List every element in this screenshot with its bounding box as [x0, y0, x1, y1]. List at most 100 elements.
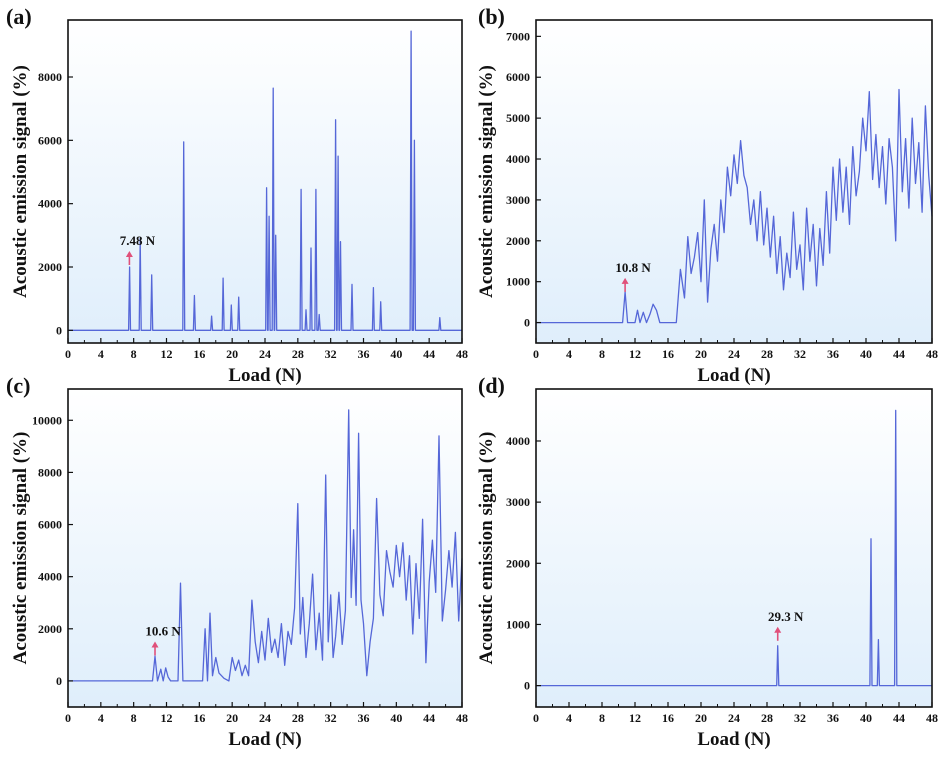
x-tick-label: 4	[98, 347, 104, 361]
x-tick-label: 28	[761, 347, 773, 361]
x-tick-label: 44	[423, 711, 435, 725]
series-line	[536, 409, 932, 687]
y-tick-label: 2000	[506, 556, 530, 570]
x-tick-label: 0	[533, 711, 539, 725]
x-tick-label: 8	[599, 347, 605, 361]
plot-area	[536, 20, 932, 343]
annotation-label: 10.8 N	[615, 260, 651, 275]
x-tick-label: 4	[566, 347, 572, 361]
series-line	[68, 409, 463, 682]
x-tick-label: 36	[358, 347, 370, 361]
y-tick-label: 4000	[38, 570, 62, 584]
y-tick-label: 3000	[506, 193, 530, 207]
annotation-arrowhead	[125, 251, 133, 257]
annotation-label: 10.6 N	[145, 623, 181, 638]
y-tick-label: 4000	[506, 152, 530, 166]
panel-label: (d)	[478, 373, 505, 398]
annotation-arrowhead	[151, 641, 159, 648]
series-line	[536, 88, 933, 324]
x-tick-label: 48	[456, 711, 468, 725]
x-tick-label: 4	[566, 711, 572, 725]
x-tick-label: 32	[325, 347, 337, 361]
panel-label: (b)	[478, 4, 505, 29]
annotation-arrowhead	[621, 277, 629, 284]
chart-panel-3: 0 4 8 12 16 20 24 28 32 36 40 44 4802000400060008000…	[6, 373, 468, 750]
x-tick-label: 0	[65, 711, 71, 725]
x-tick-label: 48	[456, 347, 468, 361]
y-tick-label: 6000	[38, 518, 62, 532]
x-tick-label: 36	[827, 711, 839, 725]
y-tick-label: 1000	[506, 617, 530, 631]
x-tick-label: 24	[259, 347, 271, 361]
x-tick-label: 16	[662, 711, 674, 725]
annotation-label: 7.48 N	[120, 233, 156, 248]
y-tick-label: 8000	[38, 465, 62, 479]
y-tick-label: 10000	[32, 413, 62, 427]
x-tick-label: 12	[161, 711, 173, 725]
panel-label: (a)	[6, 4, 32, 29]
x-axis-title: Load (N)	[697, 729, 770, 750]
x-tick-label: 8	[131, 711, 137, 725]
x-tick-label: 36	[358, 711, 370, 725]
x-tick-label: 48	[926, 347, 938, 361]
y-tick-label: 0	[56, 323, 62, 337]
y-tick-label: 4000	[38, 197, 62, 211]
x-tick-label: 32	[325, 711, 337, 725]
x-tick-label: 24	[728, 711, 740, 725]
x-axis-title: Load (N)	[228, 365, 301, 386]
y-axis-title: Acoustic emission signal (%)	[476, 432, 497, 665]
x-tick-label: 4	[98, 711, 104, 725]
x-tick-label: 24	[728, 347, 740, 361]
x-tick-label: 16	[662, 347, 674, 361]
x-tick-label: 32	[794, 347, 806, 361]
x-tick-label: 16	[193, 711, 205, 725]
y-tick-label: 1000	[506, 275, 530, 289]
x-tick-label: 40	[860, 711, 872, 725]
x-tick-label: 8	[131, 347, 137, 361]
y-tick-label: 8000	[38, 70, 62, 84]
y-tick-label: 7000	[506, 29, 530, 43]
plot-area	[536, 389, 932, 707]
x-tick-label: 0	[533, 347, 539, 361]
y-tick-label: 0	[524, 316, 530, 330]
x-tick-label: 44	[423, 347, 435, 361]
x-tick-label: 12	[629, 711, 641, 725]
x-tick-label: 16	[193, 347, 205, 361]
x-tick-label: 40	[390, 711, 402, 725]
x-tick-label: 8	[599, 711, 605, 725]
y-tick-label: 2000	[38, 260, 62, 274]
y-tick-label: 3000	[506, 495, 530, 509]
y-axis-title: Acoustic emission signal (%)	[10, 65, 31, 298]
y-tick-label: 5000	[506, 111, 530, 125]
chart-panel-1: 0 4 8 12 16 20 24 28 32 36 40 44 4802000400060008000…	[6, 4, 468, 386]
y-tick-label: 2000	[506, 234, 530, 248]
x-tick-label: 20	[695, 711, 707, 725]
x-tick-label: 36	[827, 347, 839, 361]
chart-panel-2: 0 4 8 12 16 20 24 28 32 36 40 44 4801000200030004000…	[476, 4, 938, 386]
annotation-label: 29.3 N	[768, 609, 804, 624]
x-tick-label: 20	[226, 711, 238, 725]
x-axis-title: Load (N)	[228, 729, 301, 750]
x-tick-label: 28	[761, 711, 773, 725]
x-tick-label: 44	[893, 711, 905, 725]
chart-panel-4: 0 4 8 12 16 20 24 28 32 36 40 44 4801000200030004000…	[476, 373, 938, 750]
x-tick-label: 44	[893, 347, 905, 361]
y-axis-title: Acoustic emission signal (%)	[476, 65, 497, 298]
x-tick-label: 48	[926, 711, 938, 725]
y-tick-label: 6000	[506, 70, 530, 84]
x-tick-label: 28	[292, 711, 304, 725]
x-axis-title: Load (N)	[697, 365, 770, 386]
x-tick-label: 24	[259, 711, 271, 725]
x-tick-label: 20	[695, 347, 707, 361]
y-axis-title: Acoustic emission signal (%)	[10, 432, 31, 665]
y-tick-label: 2000	[38, 622, 62, 636]
x-tick-label: 28	[292, 347, 304, 361]
x-tick-label: 12	[629, 347, 641, 361]
series-line	[68, 30, 462, 331]
x-tick-label: 40	[860, 347, 872, 361]
x-tick-label: 40	[390, 347, 402, 361]
y-tick-label: 6000	[38, 133, 62, 147]
x-tick-label: 32	[794, 711, 806, 725]
x-tick-label: 0	[65, 347, 71, 361]
